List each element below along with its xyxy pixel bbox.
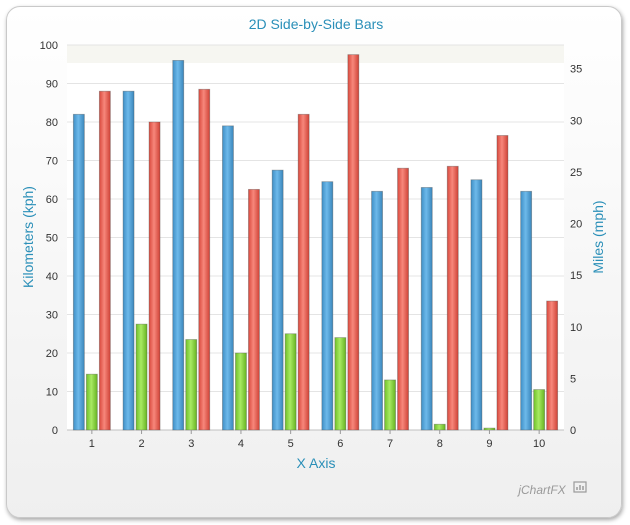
bar bbox=[546, 300, 559, 431]
bar bbox=[148, 121, 161, 431]
x-tick-label: 8 bbox=[437, 438, 443, 450]
y2-tick-label: 5 bbox=[570, 373, 576, 385]
bar bbox=[297, 113, 310, 431]
bar bbox=[520, 190, 533, 431]
y2-axis-ticks: 0 5 10 15 20 25 30 35 bbox=[570, 64, 582, 437]
y2-tick-label: 25 bbox=[570, 167, 582, 179]
y2-axis-title: Miles (mph) bbox=[590, 200, 606, 273]
x-tick-label: 9 bbox=[486, 438, 492, 450]
bar bbox=[72, 113, 85, 431]
bar bbox=[496, 135, 509, 431]
bar bbox=[235, 352, 247, 431]
bar bbox=[172, 60, 185, 431]
y2-tick-label: 10 bbox=[570, 322, 582, 334]
bar bbox=[384, 379, 396, 431]
x-axis-ticks: 1 2 3 4 5 6 7 8 9 10 bbox=[89, 430, 545, 450]
y-tick-label: 30 bbox=[46, 310, 58, 322]
x-tick-label: 2 bbox=[138, 438, 144, 450]
y-tick-label: 50 bbox=[46, 233, 58, 245]
bar bbox=[185, 339, 198, 431]
bar bbox=[470, 179, 483, 431]
bar bbox=[483, 427, 496, 431]
bar bbox=[334, 337, 347, 431]
jchartfx-watermark: jChartFX bbox=[516, 483, 566, 497]
bar bbox=[222, 125, 234, 431]
bar bbox=[198, 88, 211, 431]
x-tick-label: 10 bbox=[533, 438, 545, 450]
bar bbox=[284, 333, 297, 431]
y-tick-label: 20 bbox=[46, 348, 58, 360]
y-tick-label: 40 bbox=[46, 271, 58, 283]
bar-group bbox=[72, 54, 559, 431]
bar bbox=[321, 181, 334, 431]
bar bbox=[371, 190, 383, 431]
y-axis-title: Kilometers (kph) bbox=[20, 186, 36, 288]
y-tick-label: 80 bbox=[46, 117, 58, 129]
y2-tick-label: 15 bbox=[570, 270, 582, 282]
y-tick-label: 90 bbox=[46, 79, 58, 91]
x-tick-label: 1 bbox=[89, 438, 95, 450]
plot-top-band bbox=[67, 45, 564, 63]
y-tick-label: 60 bbox=[46, 194, 58, 206]
y2-tick-label: 35 bbox=[570, 64, 582, 76]
watermark-logo-icon bbox=[573, 481, 587, 493]
bar bbox=[533, 389, 546, 431]
y2-tick-label: 20 bbox=[570, 219, 582, 231]
y-tick-label: 10 bbox=[46, 387, 58, 399]
bar bbox=[397, 167, 409, 431]
bar bbox=[420, 187, 433, 431]
bar bbox=[433, 423, 446, 431]
chart-title: 2D Side-by-Side Bars bbox=[249, 16, 384, 32]
y-tick-label: 0 bbox=[52, 425, 58, 437]
x-tick-label: 4 bbox=[238, 438, 244, 450]
bar bbox=[446, 165, 459, 431]
bar bbox=[135, 323, 148, 431]
bar bbox=[98, 90, 111, 431]
x-tick-label: 7 bbox=[387, 438, 393, 450]
bar bbox=[122, 90, 135, 431]
x-tick-label: 5 bbox=[288, 438, 294, 450]
y-axis-ticks: 0 10 20 30 40 50 60 70 80 90 100 bbox=[40, 40, 58, 437]
y-tick-label: 70 bbox=[46, 156, 58, 168]
bar bbox=[347, 54, 360, 431]
y2-tick-label: 30 bbox=[570, 115, 582, 127]
bar bbox=[85, 373, 98, 431]
x-axis-title: X Axis bbox=[297, 455, 336, 471]
y2-tick-label: 0 bbox=[570, 425, 576, 437]
x-tick-label: 6 bbox=[337, 438, 343, 450]
x-tick-label: 3 bbox=[188, 438, 194, 450]
y-tick-label: 100 bbox=[40, 40, 58, 52]
bar bbox=[271, 169, 284, 431]
bar bbox=[248, 188, 260, 431]
